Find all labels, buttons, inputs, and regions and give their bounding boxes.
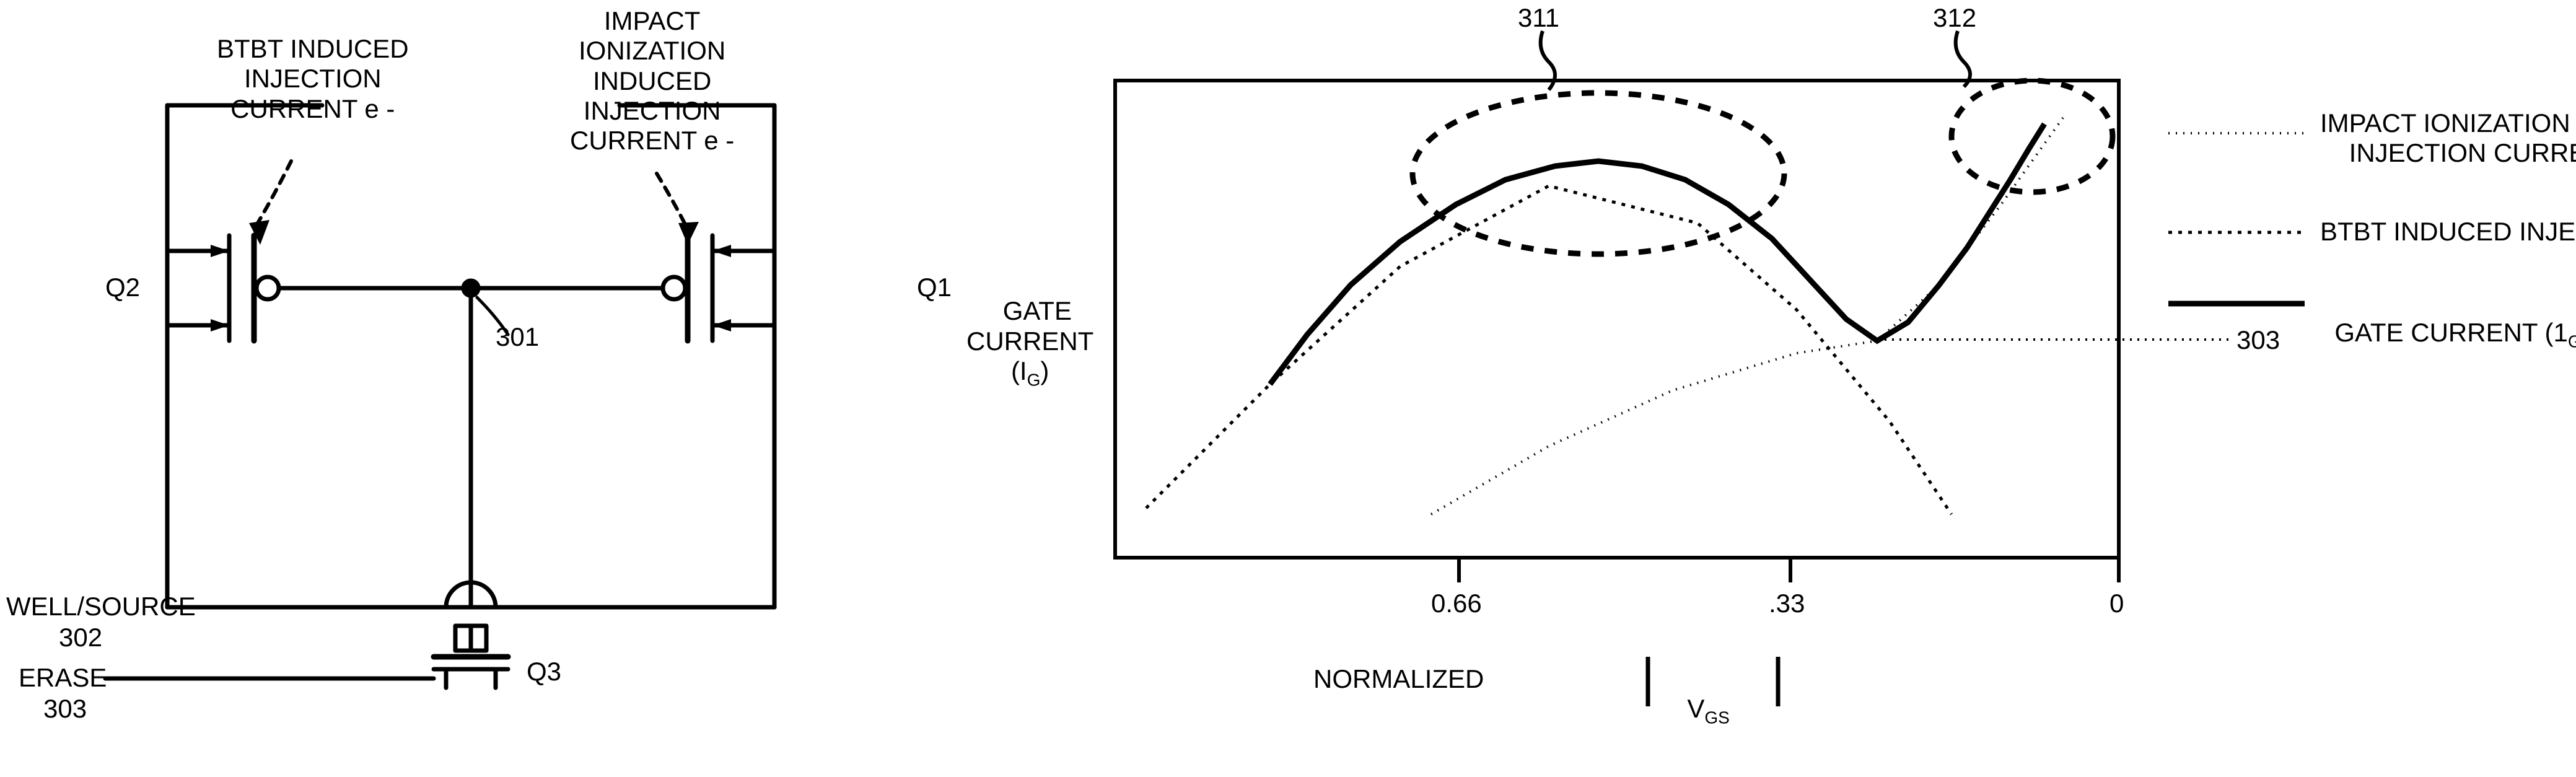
callout-303: 303 — [2236, 325, 2280, 355]
label-well-source: WELL/SOURCE — [6, 592, 196, 621]
callout-311: 311 — [1518, 3, 1559, 33]
label-q1: Q1 — [917, 273, 952, 302]
label-well-source-num: 302 — [59, 623, 102, 652]
label-erase: ERASE — [19, 663, 107, 693]
legend-btbt: BTBT INDUCED INJECTION CURRENT e - — [2320, 217, 2576, 247]
label-erase-num: 303 — [43, 694, 87, 724]
label-node-301: 301 — [496, 322, 539, 352]
figure-root: BTBT INDUCED INJECTION CURRENT e - IMPAC… — [0, 0, 2576, 777]
x-axis-sub: GS — [1704, 708, 1729, 727]
xtick-033: .33 — [1769, 589, 1805, 618]
x-axis-normalized: NORMALIZED — [1313, 664, 1484, 694]
xtick-066: 0.66 — [1431, 589, 1482, 618]
callout-312: 312 — [1933, 3, 1976, 33]
label-btbt-injection: BTBT INDUCED INJECTION CURRENT e - — [217, 34, 409, 124]
label-q3: Q3 — [527, 657, 561, 687]
legend-gate-sub: G — [2568, 332, 2576, 351]
x-axis-vgs: VGS — [1673, 664, 1730, 728]
legend-gate-text: GATE CURRENT (1 — [2334, 318, 2567, 347]
y-axis-close: ) — [1040, 356, 1049, 385]
x-axis-v: V — [1687, 694, 1704, 723]
legend-gate: GATE CURRENT (1G) — [2320, 288, 2576, 352]
legend-impact: IMPACT IONIZATION INDUCED INJECTION CURR… — [2320, 108, 2576, 169]
label-impact-injection: IMPACT IONIZATION INDUCED INJECTION CURR… — [570, 6, 734, 156]
y-axis-label: GATE CURRENT (IG) — [966, 266, 1093, 390]
y-axis-sub: G — [1027, 370, 1041, 389]
xtick-0: 0 — [2109, 589, 2124, 618]
label-q2: Q2 — [105, 273, 140, 302]
